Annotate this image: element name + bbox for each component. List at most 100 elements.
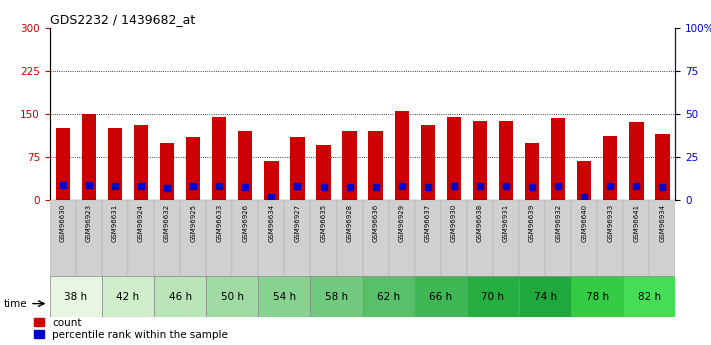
Legend: count, percentile rank within the sample: count, percentile rank within the sample [33,318,228,340]
Text: 50 h: 50 h [220,292,244,302]
Point [109,183,121,188]
Bar [363,276,415,317]
Text: GSM96933: GSM96933 [607,204,614,243]
Bar [519,276,571,317]
Bar [603,136,617,200]
Bar [415,200,441,283]
Bar [624,276,675,317]
Text: GSM96633: GSM96633 [216,204,223,243]
Bar [238,131,252,200]
Text: GSM96631: GSM96631 [112,204,118,243]
Text: GSM96638: GSM96638 [477,204,483,243]
Bar [154,276,206,317]
Bar [395,111,409,200]
Bar [134,125,148,200]
Text: 42 h: 42 h [117,292,139,302]
Point [370,184,381,190]
Bar [343,131,357,200]
Bar [499,121,513,200]
Text: GSM96641: GSM96641 [634,204,639,243]
Bar [368,131,383,200]
Bar [316,146,331,200]
Point [448,183,459,188]
Bar [82,114,96,200]
Point [422,184,434,190]
Bar [624,200,649,283]
Bar [656,134,670,200]
Bar [421,125,435,200]
Point [344,185,356,190]
Text: 38 h: 38 h [64,292,87,302]
Bar [336,200,363,283]
Point [552,183,564,188]
Text: 62 h: 62 h [377,292,400,302]
Bar [493,200,519,283]
Point [657,185,668,190]
Bar [264,161,279,200]
Text: GSM96925: GSM96925 [190,204,196,242]
Point [318,185,329,190]
Point [396,183,407,188]
Text: GSM96634: GSM96634 [268,204,274,243]
Text: 82 h: 82 h [638,292,661,302]
Point [292,184,303,189]
Bar [154,200,180,283]
Text: GDS2232 / 1439682_at: GDS2232 / 1439682_at [50,13,195,27]
Bar [290,137,304,200]
Bar [629,122,643,200]
Bar [577,161,592,200]
Bar [363,200,389,283]
Bar [415,276,467,317]
Text: GSM96639: GSM96639 [529,204,535,243]
Bar [232,200,258,283]
Bar [258,200,284,283]
Bar [180,200,206,283]
Text: GSM96929: GSM96929 [399,204,405,243]
Text: GSM96923: GSM96923 [86,204,92,243]
Text: GSM96924: GSM96924 [138,204,144,242]
Bar [441,200,467,283]
Bar [519,200,545,283]
Bar [258,276,311,317]
Text: GSM96637: GSM96637 [424,204,431,243]
Text: time: time [4,299,27,308]
Point [526,185,538,190]
Bar [467,276,519,317]
Point [604,184,616,189]
Text: 54 h: 54 h [273,292,296,302]
Bar [447,117,461,200]
Bar [50,276,102,317]
Text: GSM96931: GSM96931 [503,204,509,243]
Point [474,183,486,188]
Text: GSM96930: GSM96930 [451,204,457,243]
Bar [311,200,336,283]
Bar [551,118,565,200]
Point [501,183,512,188]
Text: GSM96635: GSM96635 [321,204,326,243]
Bar [206,200,232,283]
Text: 74 h: 74 h [533,292,557,302]
Bar [597,200,624,283]
Bar [649,200,675,283]
Bar [467,200,493,283]
Text: GSM96640: GSM96640 [581,204,587,243]
Text: 70 h: 70 h [481,292,505,302]
Text: GSM96934: GSM96934 [659,204,665,243]
Point [266,194,277,199]
Bar [50,200,76,283]
Point [161,185,173,191]
Text: GSM96636: GSM96636 [373,204,379,243]
Bar [160,142,174,200]
Point [57,182,68,187]
Bar [571,276,624,317]
Text: 46 h: 46 h [169,292,192,302]
Text: GSM96932: GSM96932 [555,204,561,243]
Text: 58 h: 58 h [325,292,348,302]
Bar [389,200,415,283]
Bar [186,137,201,200]
Bar [76,200,102,283]
Text: 78 h: 78 h [586,292,609,302]
Bar [284,200,311,283]
Bar [55,128,70,200]
Bar [102,200,128,283]
